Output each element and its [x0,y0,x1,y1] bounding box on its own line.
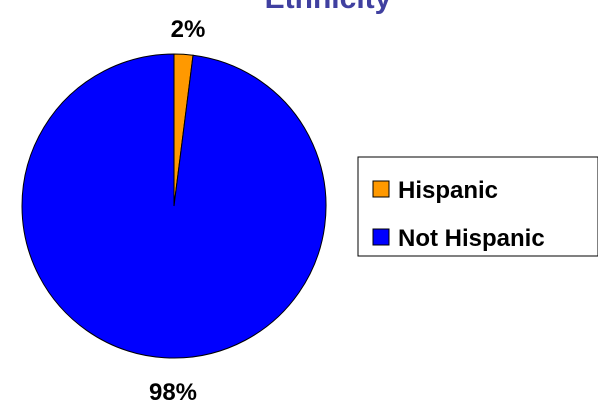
legend-swatch-hispanic [372,180,390,198]
legend: Hispanic Not Hispanic [357,156,598,257]
data-label-not-hispanic: 98% [149,379,197,406]
chart-title: Ethnicity [265,0,392,15]
legend-label-hispanic: Hispanic [398,177,498,204]
pie-slice-not-hispanic [21,53,327,359]
legend-label-not-hispanic: Not Hispanic [398,225,545,252]
data-label-hispanic: 2% [171,16,206,43]
legend-box [357,156,598,257]
legend-swatch-not-hispanic [372,228,390,246]
pie-slices [21,53,327,359]
